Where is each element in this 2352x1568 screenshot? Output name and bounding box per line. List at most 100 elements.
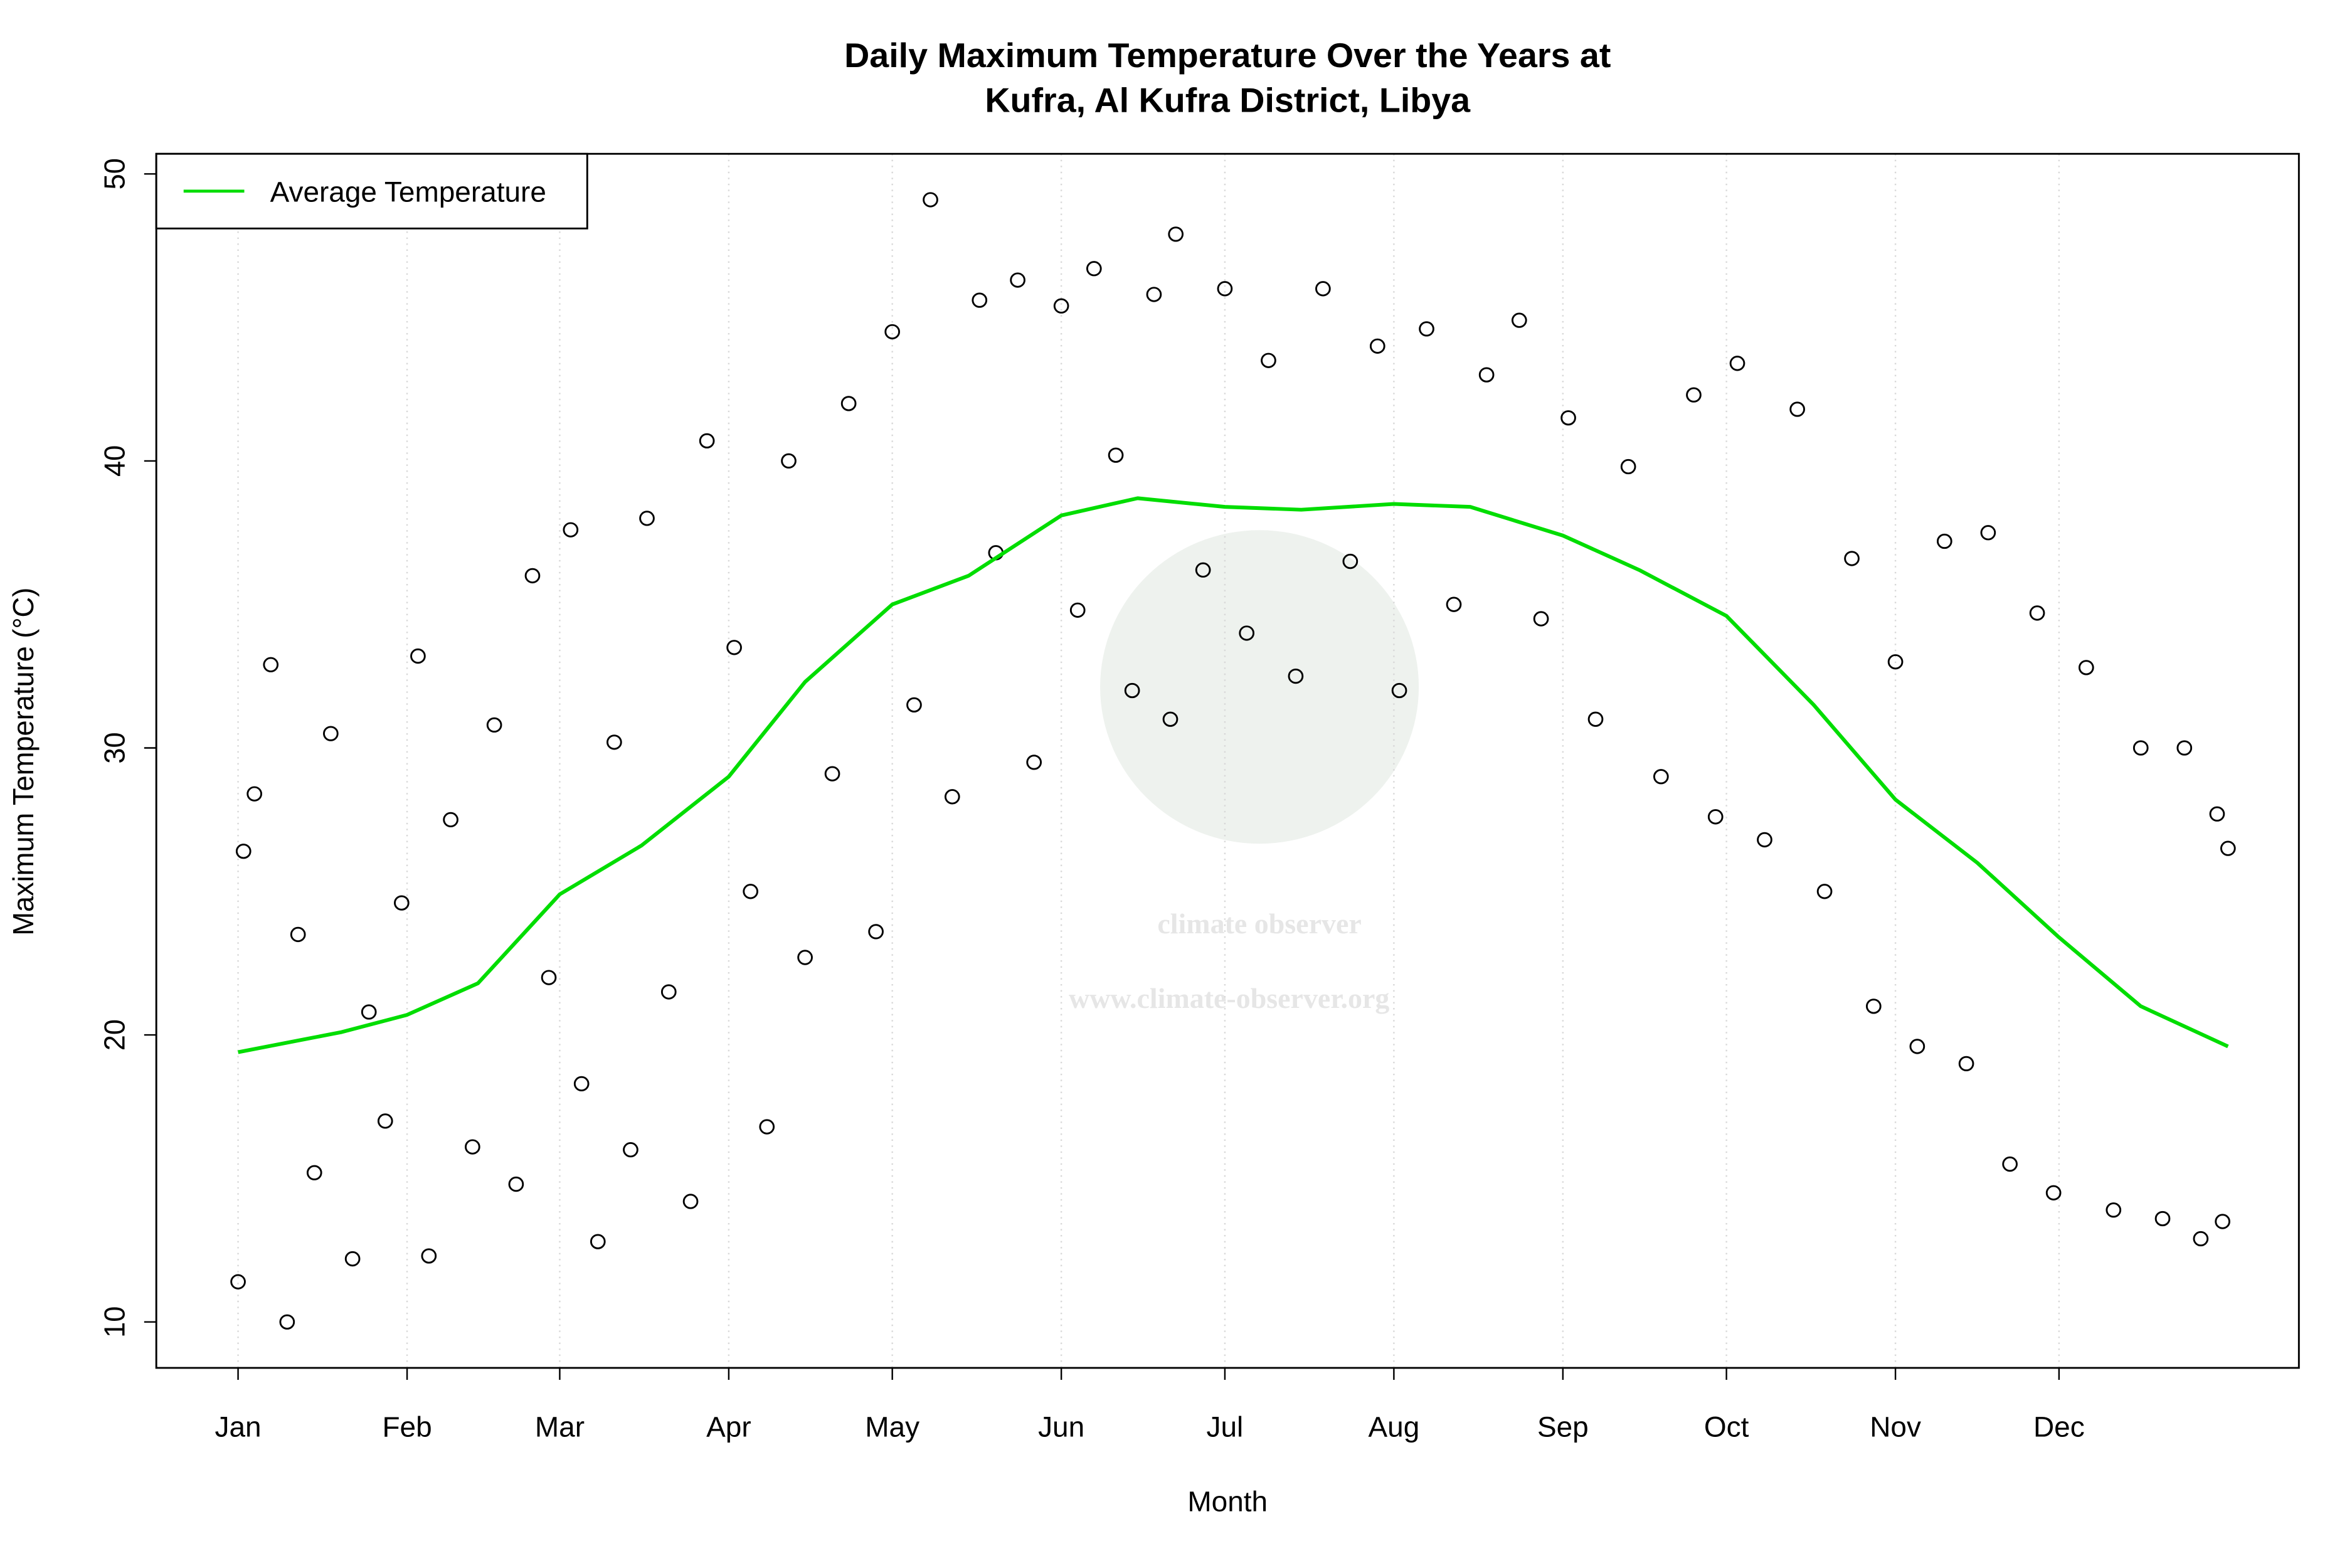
- chart-title: Daily Maximum Temperature Over the Years…: [844, 36, 1611, 75]
- point: [1936, 533, 1952, 549]
- x-tick-label: May: [865, 1411, 919, 1443]
- x-tick-label: Sep: [1537, 1411, 1589, 1443]
- y-tick-label: 10: [98, 1306, 130, 1338]
- point: [797, 950, 813, 965]
- chart-title: Kufra, Al Kufra District, Libya: [985, 81, 1471, 120]
- point: [972, 292, 988, 308]
- point: [868, 924, 884, 940]
- point: [1511, 312, 1527, 328]
- point: [344, 1251, 361, 1267]
- point: [1010, 272, 1025, 288]
- point: [1560, 410, 1576, 426]
- point: [1146, 287, 1162, 302]
- point: [2193, 1231, 2209, 1247]
- point: [1195, 562, 1211, 578]
- point: [2106, 1202, 2122, 1218]
- x-tick-label: Aug: [1368, 1411, 1419, 1443]
- point: [541, 970, 557, 985]
- point: [290, 926, 306, 943]
- point: [1729, 356, 1745, 371]
- watermark-url: www.climate-observer.org: [1069, 982, 1390, 1014]
- point: [1162, 711, 1179, 727]
- plot-frame: [155, 152, 2300, 1369]
- point: [1757, 832, 1772, 848]
- point: [623, 1142, 638, 1158]
- point: [1620, 458, 1636, 475]
- y-tick-label: 40: [98, 445, 130, 477]
- legend-label: Average Temperature: [270, 176, 546, 208]
- x-tick-label: Jul: [1207, 1411, 1244, 1443]
- point: [607, 734, 622, 750]
- x-tick-label: Apr: [706, 1411, 751, 1443]
- y-axis-label: Maximum Temperature (°C): [8, 588, 40, 936]
- point: [682, 1194, 699, 1209]
- point: [1026, 755, 1042, 770]
- point: [1315, 281, 1331, 297]
- point: [361, 1004, 377, 1020]
- point: [884, 324, 901, 340]
- point: [2045, 1185, 2062, 1200]
- point: [1533, 611, 1549, 627]
- point: [443, 812, 458, 828]
- x-tick-label: Feb: [382, 1411, 432, 1443]
- average-line: [237, 496, 2229, 1054]
- point: [246, 786, 262, 802]
- point: [923, 192, 938, 208]
- point: [1261, 352, 1276, 368]
- point: [743, 884, 759, 899]
- point: [573, 1076, 590, 1092]
- point: [1887, 654, 1904, 670]
- point: [1865, 999, 1882, 1014]
- point: [2132, 740, 2149, 756]
- point: [590, 1234, 606, 1249]
- point: [944, 789, 960, 805]
- point: [1587, 711, 1604, 727]
- point: [410, 648, 426, 664]
- point: [1053, 298, 1069, 314]
- point: [1069, 602, 1086, 618]
- point: [1288, 668, 1304, 684]
- watermark: climate observer: [1157, 908, 1361, 940]
- point: [1816, 884, 1833, 899]
- point: [2154, 1210, 2171, 1227]
- point: [1108, 447, 1124, 463]
- point: [1789, 401, 1805, 417]
- point: [906, 697, 922, 713]
- x-tick-label: Jun: [1038, 1411, 1084, 1443]
- point: [2215, 1214, 2230, 1229]
- point: [306, 1165, 322, 1180]
- point: [824, 766, 840, 781]
- point: [1217, 281, 1233, 297]
- point: [1653, 769, 1669, 785]
- point: [1419, 321, 1434, 337]
- y-tick-label: 50: [98, 158, 130, 189]
- point: [524, 568, 541, 584]
- point: [486, 717, 502, 733]
- x-tick-label: Oct: [1704, 1411, 1749, 1443]
- point: [2176, 740, 2193, 756]
- x-tick-label: Mar: [535, 1411, 585, 1443]
- point: [1958, 1056, 1974, 1072]
- point: [2078, 660, 2094, 675]
- point: [1686, 387, 1702, 403]
- x-tick-label: Nov: [1870, 1411, 1921, 1443]
- point: [235, 844, 252, 859]
- y-tick-label: 20: [98, 1019, 130, 1051]
- point: [2002, 1156, 2018, 1172]
- point: [1086, 261, 1102, 277]
- point: [1342, 553, 1359, 569]
- x-tick-label: Jan: [215, 1411, 262, 1443]
- point: [759, 1119, 775, 1135]
- point: [377, 1113, 393, 1129]
- point: [1909, 1039, 1926, 1054]
- point: [2029, 605, 2045, 621]
- point: [394, 895, 410, 911]
- point: [563, 522, 579, 538]
- point: [421, 1248, 437, 1264]
- point: [1239, 625, 1255, 641]
- legend-box: [155, 152, 588, 230]
- point: [1168, 226, 1184, 242]
- point: [2220, 840, 2236, 856]
